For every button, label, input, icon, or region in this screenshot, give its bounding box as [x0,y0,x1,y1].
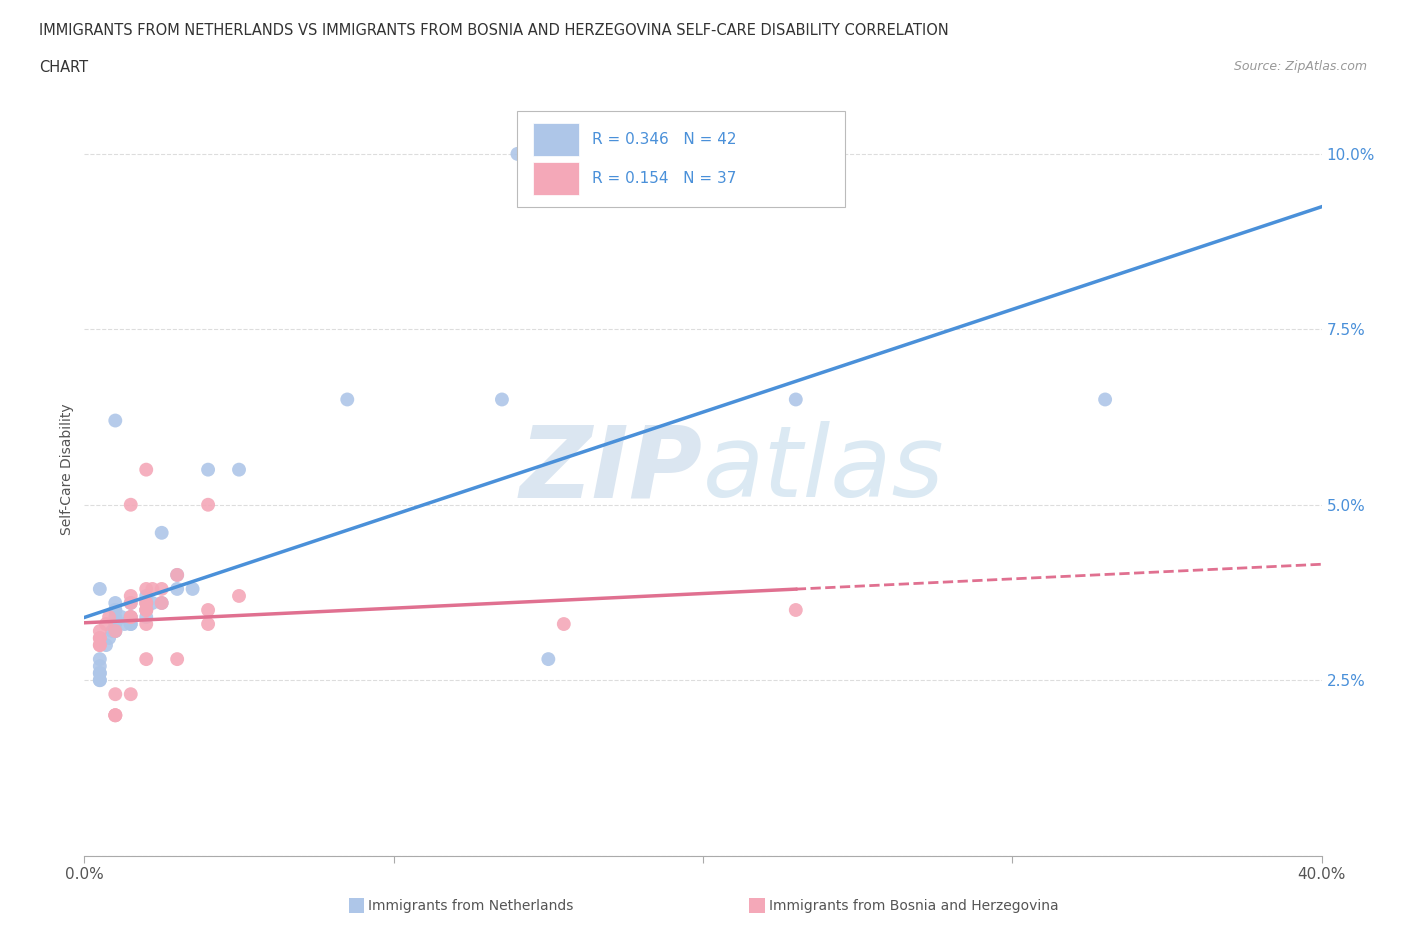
Point [135,603,157,618]
Point [120,609,142,624]
Point [101,624,124,639]
Text: atlas: atlas [703,421,945,518]
Point [104,624,127,639]
Text: CHART: CHART [39,60,89,75]
Point [104,624,127,639]
Point [104,609,127,624]
Point [89,638,111,653]
Point [785,603,807,618]
Point [135,581,157,596]
Text: Source: ZipAtlas.com: Source: ZipAtlas.com [1233,60,1367,73]
Point [120,617,142,631]
Point [785,392,807,407]
Point [166,652,188,667]
Text: R = 0.346   N = 42: R = 0.346 N = 42 [592,132,737,147]
Point [120,617,142,631]
Text: ZIP: ZIP [520,421,703,518]
Point [120,686,142,701]
Point [98,609,121,624]
Point [135,603,157,618]
Point [150,525,173,540]
Point [141,581,163,596]
Point [89,666,111,681]
Point [89,672,111,687]
Point [197,617,219,631]
Point [98,631,121,645]
Point [135,595,157,610]
Text: IMMIGRANTS FROM NETHERLANDS VS IMMIGRANTS FROM BOSNIA AND HERZEGOVINA SELF-CARE : IMMIGRANTS FROM NETHERLANDS VS IMMIGRANT… [39,23,949,38]
Point [166,581,188,596]
Point [166,567,188,582]
Point [135,595,157,610]
Text: Immigrants from Bosnia and Herzegovina: Immigrants from Bosnia and Herzegovina [769,898,1059,913]
Point [120,498,142,512]
Point [491,392,513,407]
Point [104,708,127,723]
Point [135,589,157,604]
Point [150,595,173,610]
Point [135,652,157,667]
FancyBboxPatch shape [517,111,845,207]
Point [537,652,560,667]
Point [228,462,250,477]
Point [104,708,127,723]
Point [120,609,142,624]
Point [89,672,111,687]
Point [181,581,204,596]
Point [506,146,529,161]
Point [104,624,127,639]
Point [120,609,142,624]
Point [89,666,111,681]
Point [104,617,127,631]
Point [104,603,127,618]
Point [135,617,157,631]
Text: R = 0.154   N = 37: R = 0.154 N = 37 [592,171,735,186]
Point [1094,392,1116,407]
Point [120,589,142,604]
Point [104,603,127,618]
Point [120,595,142,610]
Point [150,595,173,610]
Point [135,603,157,618]
Text: Immigrants from Netherlands: Immigrants from Netherlands [368,898,574,913]
FancyBboxPatch shape [533,162,579,194]
Point [104,708,127,723]
Point [141,595,163,610]
FancyBboxPatch shape [533,123,579,155]
Point [114,617,136,631]
Point [89,638,111,653]
Point [104,686,127,701]
Point [89,652,111,667]
Point [336,392,359,407]
Point [197,498,219,512]
Point [89,658,111,673]
Point [94,617,117,631]
Point [110,609,132,624]
Point [89,631,111,645]
Point [89,624,111,639]
Point [104,595,127,610]
Point [197,603,219,618]
Point [135,609,157,624]
Point [89,581,111,596]
Point [166,567,188,582]
Point [150,581,173,596]
Point [120,595,142,610]
Point [135,595,157,610]
Y-axis label: Self-Care Disability: Self-Care Disability [60,404,75,536]
Point [104,413,127,428]
Point [553,617,575,631]
Point [89,631,111,645]
Point [228,589,250,604]
Point [135,462,157,477]
Point [94,638,117,653]
Point [197,462,219,477]
